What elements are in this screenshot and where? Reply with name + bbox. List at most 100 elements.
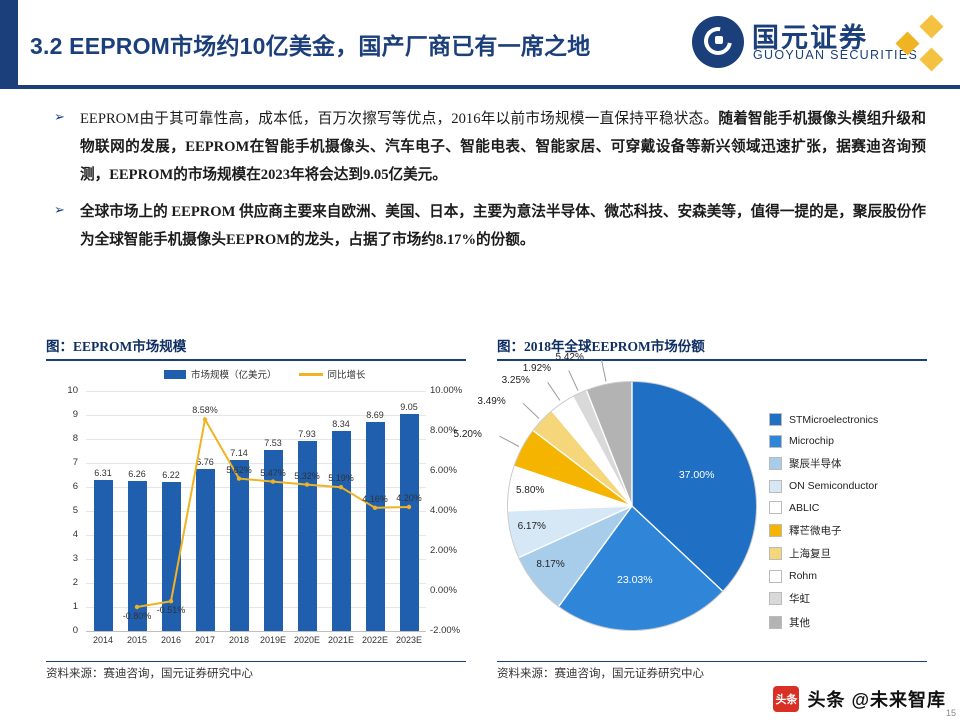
pie-leader-line [547, 382, 561, 401]
gridline [86, 463, 426, 464]
bar [297, 440, 317, 631]
legend-swatch [769, 523, 782, 537]
y-axis-tick: 3 [72, 553, 78, 564]
bar [263, 450, 283, 631]
legend-label: 聚辰半导体 [789, 458, 842, 470]
page-number: 15 [945, 708, 956, 718]
legend-swatch-bar [164, 369, 186, 379]
x-axis-line [86, 631, 426, 632]
bar-value-label: 7.93 [298, 428, 316, 439]
legend-swatch [769, 569, 782, 583]
gridline [86, 391, 426, 392]
logo-english-name: GUOYUAN SECURITIES [753, 48, 919, 62]
legend-label: Microchip [789, 435, 834, 447]
bar-value-label: 7.14 [230, 447, 248, 458]
x-axis-tick: 2014 [92, 635, 114, 645]
bar-value-label: 7.53 [264, 438, 282, 449]
legend-item: 釋芒微电子 [769, 523, 878, 538]
bar [161, 481, 181, 631]
legend-swatch [769, 501, 782, 514]
pie-graphic [507, 381, 757, 631]
legend-item: Rohm [769, 569, 878, 583]
watermark-brand: 头条 头条 @未来智库 [773, 686, 946, 712]
growth-line [134, 416, 412, 610]
line-value-label: 4.16% [362, 493, 388, 504]
pie-chart-source: 资料来源：赛迪咨询，国元证券研究中心 [497, 661, 927, 681]
gridline [86, 415, 426, 416]
legend-label: 釋芒微电子 [789, 524, 842, 537]
legend-label: ABLIC [789, 501, 820, 514]
line-value-label: 4.20% [396, 493, 422, 503]
y2-axis-tick: -2.00% [430, 625, 461, 636]
bar-value-label: 6.26 [128, 468, 146, 479]
y-axis-tick: 6 [72, 481, 78, 492]
legend-swatch [769, 615, 782, 629]
header-divider [0, 85, 960, 89]
pie-chart-panel: 图：2018年全球EEPROM市场份额 37.00% 23.03% 8.17% 6.1… [454, 335, 927, 681]
bar-chart-title: 图：EEPROM市场规模 [46, 339, 187, 354]
legend-item: 其他 [769, 615, 878, 630]
y2-axis-tick: 8.00% [430, 425, 457, 436]
line-value-label: -0.51% [156, 605, 186, 616]
panel-rule [497, 359, 927, 361]
pie-chart-body: 37.00% 23.03% 8.17% 6.17% 5.80% 5.20% 3.49% 3.2… [454, 352, 927, 661]
pie-slice-label: 1.92% [522, 363, 552, 374]
brand-text: 头条 @未来智库 [807, 690, 946, 710]
bar-chart-plot: 0 1 2 3 4 5 6 7 8 9 10 -2.00% 0.00% 2.00% 4.00% 6.00% 8.… [46, 385, 466, 645]
list-item: ➢ EEPROM由于其可靠性高，成本低，百万次擦写等优点，2016年以前市场规模… [46, 105, 926, 189]
legend-item: STMicroelectronics [769, 413, 878, 426]
pie-chart-plot: 37.00% 23.03% 8.17% 6.17% 5.80% 5.20% 3.49% 3.2… [454, 352, 757, 631]
bar [229, 459, 249, 631]
arrow-bullet-icon: ➢ [54, 202, 65, 217]
bullet-1-text-bold: 随着智能手机摄像头模组升级和物联网的发展，EEPROM在智能手机摄像头、汽车电子… [80, 111, 926, 183]
x-axis-tick: 2018 [228, 635, 250, 645]
bar-chart-panel: 图：EEPROM市场规模 市场规模（亿美元） 同比增长 0 1 2 3 4 5 6 7 8 9 10 -… [46, 335, 466, 681]
pie-slice-label: 23.03% [616, 573, 653, 586]
arrow-bullet-icon: ➢ [54, 109, 65, 124]
y-axis-tick: 1 [72, 601, 78, 612]
y2-axis-tick: 4.00% [430, 505, 457, 516]
legend-label: 上海复旦 [789, 548, 831, 560]
logo-chinese-name: 国元证券 [752, 23, 868, 53]
x-axis-tick: 2015 [126, 635, 148, 645]
bullet-1-text-plain: EEPROM由于其可靠性高，成本低，百万次擦写等优点，2016年以前市场规模一直… [80, 111, 719, 127]
line-value-label: 5.19% [328, 473, 354, 484]
diamond-decor-icon [919, 47, 944, 72]
legend-label: STMicroelectronics [789, 413, 879, 426]
y2-axis-tick: 10.00% [430, 385, 463, 396]
x-axis-tick: 2016 [160, 635, 182, 645]
pie-slice-label: 3.49% [477, 395, 506, 407]
legend-label-line: 同比增长 [327, 370, 366, 381]
pie-leader-line [568, 370, 579, 391]
x-axis-tick: 2023E [395, 635, 423, 645]
logo-mark-icon [692, 16, 744, 68]
toutiao-badge-icon: 头条 [773, 686, 800, 712]
line-value-label: 5.32% [294, 470, 320, 481]
y2-axis-tick: 6.00% [430, 465, 457, 476]
legend-item: ON Semiconductor [769, 479, 878, 493]
legend-item: 华虹 [769, 591, 878, 606]
bar-value-label: 8.34 [332, 418, 350, 429]
y-axis-tick: 8 [72, 433, 78, 444]
line-value-label: 5.62% [226, 464, 252, 475]
header-accent-bar [0, 0, 18, 85]
pie-leader-line [523, 402, 540, 419]
gridline [86, 439, 426, 440]
bullet-list: ➢ EEPROM由于其可靠性高，成本低，百万次擦写等优点，2016年以前市场规模… [46, 105, 926, 263]
bar-chart-source: 资料来源：赛迪咨询，国元证券研究中心 [46, 661, 466, 681]
pie-slice-label: 6.17% [517, 520, 546, 532]
bar-value-label: 6.31 [94, 467, 112, 478]
bar-chart-body: 市场规模（亿美元） 同比增长 0 1 2 3 4 5 6 7 8 9 10 -2.00% 0.00% 2.0… [46, 361, 466, 661]
pie-chart-legend: STMicroelectronics Microchip 聚辰半导体 ON Semic… [769, 413, 878, 638]
bar-chart-legend: 市场规模（亿美元） 同比增长 [164, 367, 388, 381]
y2-axis-tick: 2.00% [430, 545, 457, 556]
legend-label-bar: 市场规模（亿美元） [191, 370, 277, 381]
bar [365, 422, 385, 631]
y-axis-tick: 9 [72, 409, 78, 420]
legend-swatch [769, 457, 782, 470]
pie-slice-label: 5.20% [453, 428, 482, 440]
bar-value-label: 9.05 [400, 401, 418, 412]
bar [331, 430, 351, 631]
bar-value-label: 8.69 [366, 410, 384, 421]
list-item: ➢ 全球市场上的 EEPROM 供应商主要来自欧洲、美国、日本，主要为意法半导体… [46, 198, 926, 254]
